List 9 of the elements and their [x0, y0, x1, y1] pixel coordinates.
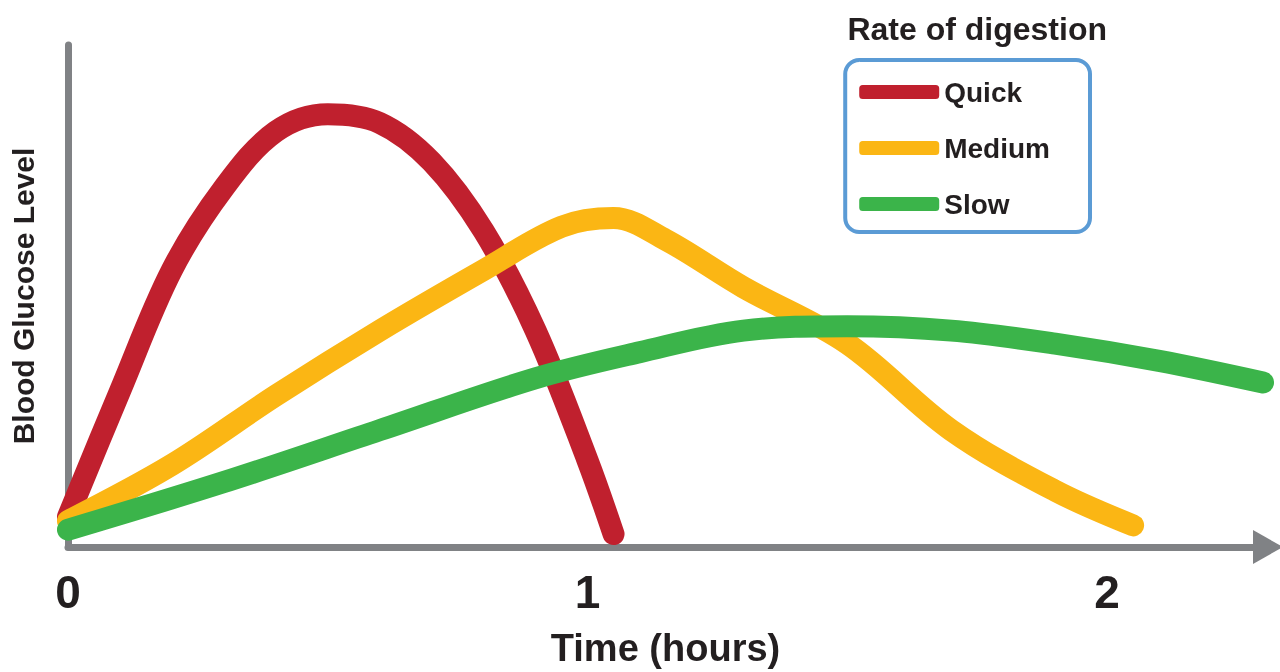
y-axis-title: Blood Glucose Level: [6, 147, 40, 445]
legend-label: Medium: [944, 132, 1050, 164]
x-tick-label: 0: [55, 566, 81, 618]
legend-title: Rate of digestion: [847, 11, 1107, 47]
legend-label: Slow: [944, 188, 1010, 220]
x-tick-label: 2: [1094, 566, 1120, 618]
x-tick-label: 1: [574, 566, 601, 618]
legend-label: Quick: [944, 76, 1023, 108]
x-axis-title: Time (hours): [550, 627, 781, 669]
